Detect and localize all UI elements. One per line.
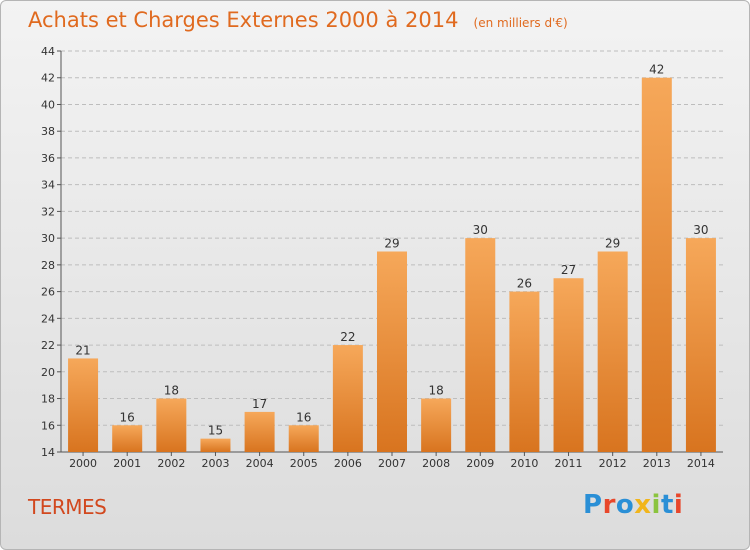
bar-value-label: 29 — [605, 237, 620, 251]
x-tick-label: 2005 — [290, 457, 318, 470]
bar — [68, 358, 99, 452]
y-tick-label: 44 — [41, 45, 55, 58]
bar — [200, 438, 231, 452]
chart-unit: (en milliers d'€) — [473, 16, 568, 30]
title-row: Achats et Charges Externes 2000 à 2014 (… — [28, 8, 568, 32]
bar — [553, 278, 584, 452]
chart-title: Achats et Charges Externes 2000 à 2014 — [28, 8, 459, 32]
bar — [244, 411, 275, 452]
bar — [421, 398, 452, 452]
y-tick-label: 20 — [41, 366, 55, 379]
y-tick-label: 22 — [41, 339, 55, 352]
bar-value-label: 42 — [649, 63, 664, 77]
bar — [288, 425, 319, 452]
y-tick-label: 32 — [41, 205, 55, 218]
y-tick-label: 42 — [41, 72, 55, 85]
bar — [332, 345, 363, 452]
y-tick-label: 38 — [41, 125, 55, 138]
y-tick-label: 34 — [41, 179, 55, 192]
y-tick-label: 36 — [41, 152, 55, 165]
bar — [641, 77, 672, 452]
proxiti-logo: Proxiti — [583, 490, 684, 520]
bar-value-label: 18 — [164, 384, 179, 398]
x-tick-label: 2000 — [69, 457, 97, 470]
bar — [685, 238, 716, 452]
bar — [509, 291, 540, 452]
y-tick-label: 26 — [41, 286, 55, 299]
bar-value-label: 30 — [473, 223, 488, 237]
x-tick-label: 2010 — [510, 457, 538, 470]
y-tick-label: 40 — [41, 98, 55, 111]
bar-value-label: 15 — [208, 424, 223, 438]
bar — [112, 425, 143, 452]
x-tick-label: 2014 — [687, 457, 715, 470]
x-tick-label: 2011 — [555, 457, 583, 470]
bar-value-label: 29 — [384, 237, 399, 251]
x-tick-label: 2013 — [643, 457, 671, 470]
y-tick-label: 14 — [41, 446, 55, 459]
bar-value-label: 27 — [561, 263, 576, 277]
bar-value-label: 22 — [340, 330, 355, 344]
bar-value-label: 30 — [693, 223, 708, 237]
bar-value-label: 21 — [75, 343, 90, 357]
x-tick-label: 2003 — [201, 457, 229, 470]
commune-name: TERMES — [28, 495, 107, 519]
y-tick-label: 24 — [41, 312, 55, 325]
bar — [597, 251, 628, 452]
x-tick-label: 2007 — [378, 457, 406, 470]
y-tick-label: 28 — [41, 259, 55, 272]
y-tick-label: 18 — [41, 393, 55, 406]
x-tick-label: 2001 — [113, 457, 141, 470]
bar-value-label: 18 — [428, 384, 443, 398]
x-tick-label: 2008 — [422, 457, 450, 470]
y-tick-label: 16 — [41, 419, 55, 432]
bar — [465, 238, 496, 452]
y-tick-label: 30 — [41, 232, 55, 245]
bar-value-label: 16 — [120, 410, 135, 424]
bar — [377, 251, 407, 452]
x-tick-label: 2002 — [157, 457, 185, 470]
x-tick-label: 2009 — [466, 457, 494, 470]
bar-value-label: 26 — [517, 277, 532, 291]
bar-value-label: 16 — [296, 410, 311, 424]
x-tick-label: 2012 — [599, 457, 627, 470]
bar-value-label: 17 — [252, 397, 267, 411]
x-tick-label: 2004 — [246, 457, 274, 470]
bar — [156, 398, 187, 452]
x-tick-label: 2006 — [334, 457, 362, 470]
